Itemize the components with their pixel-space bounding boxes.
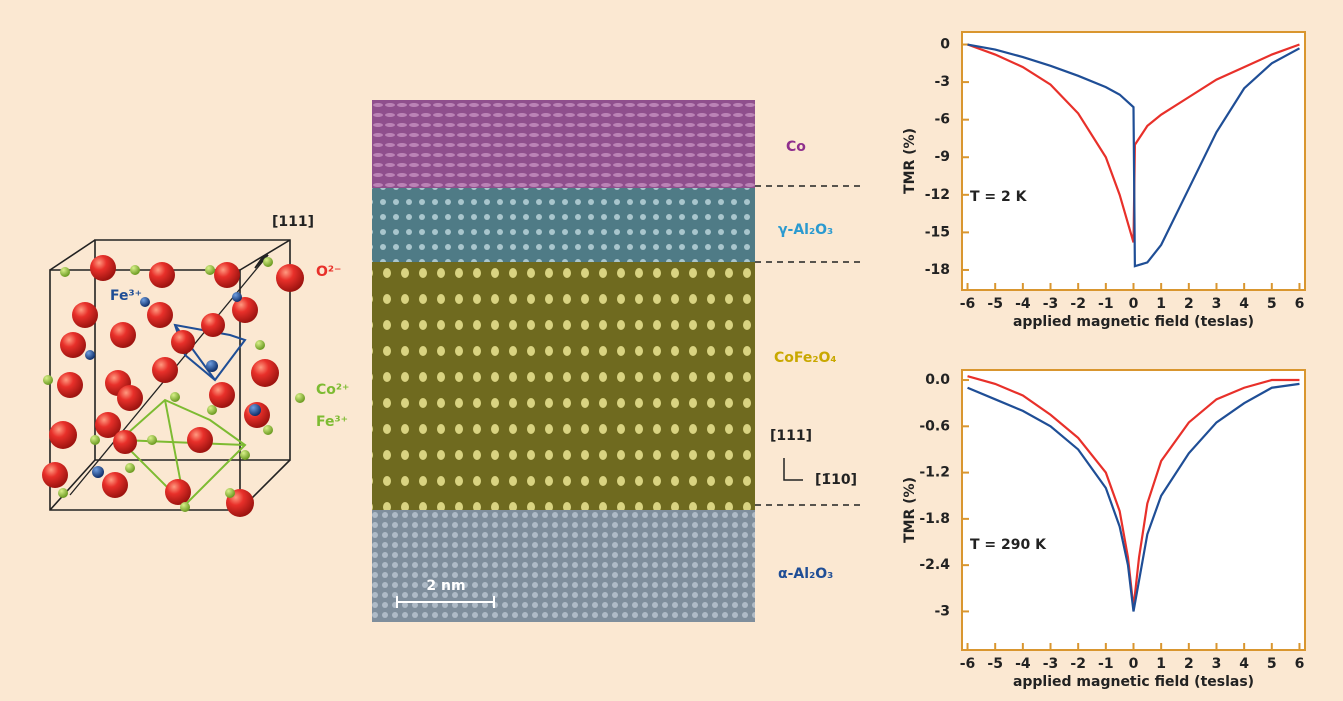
page: [111] O²⁻ Fe³⁺ Co²⁺ Fe³⁺ 2 nm Co γ-Al₂O₃… [0,0,1343,701]
cobalt-label: Co²⁺ [316,382,349,398]
x-tick-label: 3 [1212,296,1222,312]
x-tick-label: 5 [1267,296,1277,312]
annotation: T = 290 K [970,537,1047,553]
y-tick-label: -18 [925,262,950,278]
figure: [111] O²⁻ Fe³⁺ Co²⁺ Fe³⁺ 2 nm Co γ-Al₂O₃… [0,0,1343,701]
iron-label: Fe³⁺ [316,414,348,430]
x-tick-label: -4 [1015,296,1031,312]
y-tick-label: -0.6 [919,418,950,434]
y-axis-label: TMR (%) [902,128,918,194]
y-tick-label: -3 [934,74,950,90]
x-tick-label: 0 [1129,296,1139,312]
y-tick-label: -3 [934,603,950,619]
x-tick-label: -1 [1098,656,1114,672]
axis-label: [111] [770,428,812,444]
y-axis-label: TMR (%) [902,477,918,543]
y-tick-label: -15 [925,224,950,240]
y-tick-label: -1.8 [919,511,950,527]
oxygen-label: O²⁻ [316,264,341,280]
x-tick-label: 4 [1239,656,1249,672]
x-tick-label: -3 [1043,296,1059,312]
scale-bar-label: 2 nm [426,578,465,594]
layer-label: Co [786,139,806,155]
axis-label: [1̄10] [815,472,857,488]
x-tick-label: 2 [1184,296,1194,312]
direction-label: [111] [272,214,314,230]
x-tick-label: 3 [1212,656,1222,672]
x-tick-label: 2 [1184,656,1194,672]
x-tick-label: -3 [1043,656,1059,672]
y-tick-label: -2.4 [919,557,950,573]
x-tick-label: -6 [960,656,976,672]
x-tick-label: 6 [1295,296,1305,312]
x-tick-label: -2 [1070,296,1086,312]
x-tick-label: 1 [1156,656,1166,672]
x-tick-label: -4 [1015,656,1031,672]
x-tick-label: -6 [960,296,976,312]
y-tick-label: -12 [925,187,950,203]
x-tick-label: -1 [1098,296,1114,312]
layer-label: α-Al₂O₃ [778,566,833,582]
annotation: T = 2 K [970,189,1028,205]
y-tick-label: -9 [934,149,950,165]
x-axis-label: applied magnetic field (teslas) [1013,674,1254,690]
x-tick-label: 1 [1156,296,1166,312]
layer-label: CoFe₂O₄ [774,350,837,366]
x-tick-label: 0 [1129,656,1139,672]
y-tick-label: -1.2 [919,465,950,481]
layer-label: γ-Al₂O₃ [778,222,833,238]
x-tick-label: 4 [1239,296,1249,312]
x-tick-label: 6 [1295,656,1305,672]
x-axis-label: applied magnetic field (teslas) [1013,314,1254,330]
y-tick-label: 0 [940,37,950,53]
iron-label: Fe³⁺ [110,288,142,304]
y-tick-label: 0.0 [925,372,950,388]
x-tick-label: -2 [1070,656,1086,672]
atoms [42,255,305,517]
y-tick-label: -6 [934,112,950,128]
x-tick-label: 5 [1267,656,1277,672]
x-tick-label: -5 [987,656,1003,672]
x-tick-label: -5 [987,296,1003,312]
